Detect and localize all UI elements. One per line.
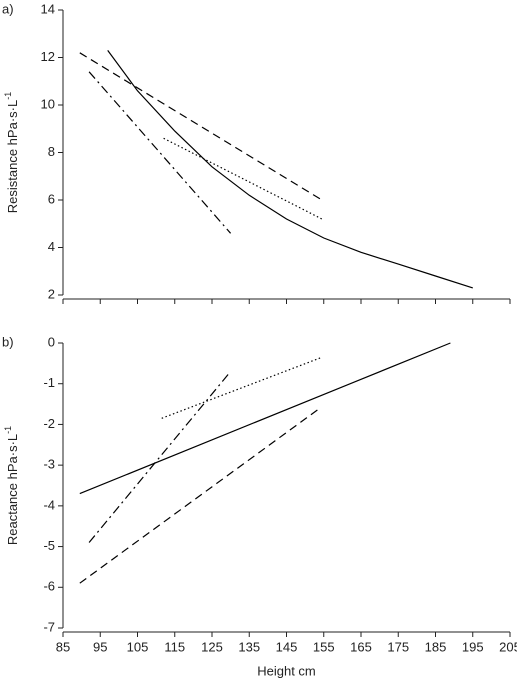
- y-axis-label-sup: -1: [3, 426, 13, 434]
- series-line: [163, 137, 323, 220]
- y-tick-label: -2: [43, 416, 55, 431]
- y-tick-label: 12: [41, 49, 55, 64]
- y-axis-label-text: Reactance hPa·s·L: [5, 434, 20, 545]
- y-tick-label: 4: [48, 239, 55, 254]
- x-tick-label: 145: [276, 639, 298, 654]
- x-tick-label: 85: [56, 639, 70, 654]
- series-line: [88, 71, 232, 234]
- x-tick-label: 115: [164, 639, 185, 654]
- x-tick-label: 175: [387, 639, 409, 654]
- x-axis-label: Height cm: [257, 663, 316, 678]
- series-line: [107, 50, 473, 289]
- y-tick-label: 0: [48, 334, 55, 349]
- series-line: [161, 356, 323, 419]
- y-tick-label: -5: [43, 538, 55, 553]
- x-tick-label: 165: [350, 639, 372, 654]
- series-line: [79, 407, 321, 584]
- x-tick-label: 205: [499, 639, 517, 654]
- y-tick-label: -7: [43, 619, 55, 634]
- y-axis-label: Reactance hPa·s·L-1: [3, 426, 20, 545]
- series-line: [79, 52, 323, 201]
- x-tick-label: 155: [313, 639, 335, 654]
- y-tick-label: -1: [43, 375, 55, 390]
- y-axis-label-text: Resistance hPa·s·L: [5, 100, 20, 213]
- panel-label: a): [2, 1, 14, 16]
- y-axis-label-sup: -1: [3, 92, 13, 100]
- series-line: [88, 371, 232, 543]
- y-tick-label: 14: [41, 1, 55, 16]
- x-tick-label: 185: [425, 639, 447, 654]
- y-axis-label: Resistance hPa·s·L-1: [3, 92, 20, 213]
- y-tick-label: -4: [43, 497, 55, 512]
- x-tick-label: 95: [93, 639, 107, 654]
- x-tick-label: 105: [127, 639, 149, 654]
- panel-label: b): [2, 334, 14, 349]
- y-tick-label: -3: [43, 457, 55, 472]
- x-tick-label: 195: [462, 639, 484, 654]
- series-line: [79, 342, 451, 495]
- x-tick-label: 135: [238, 639, 260, 654]
- y-tick-label: -6: [43, 579, 55, 594]
- x-tick-label: 125: [201, 639, 223, 654]
- y-tick-label: 8: [48, 144, 55, 159]
- y-tick-label: 10: [41, 96, 55, 111]
- y-tick-label: 6: [48, 191, 55, 206]
- y-tick-label: 2: [48, 286, 55, 301]
